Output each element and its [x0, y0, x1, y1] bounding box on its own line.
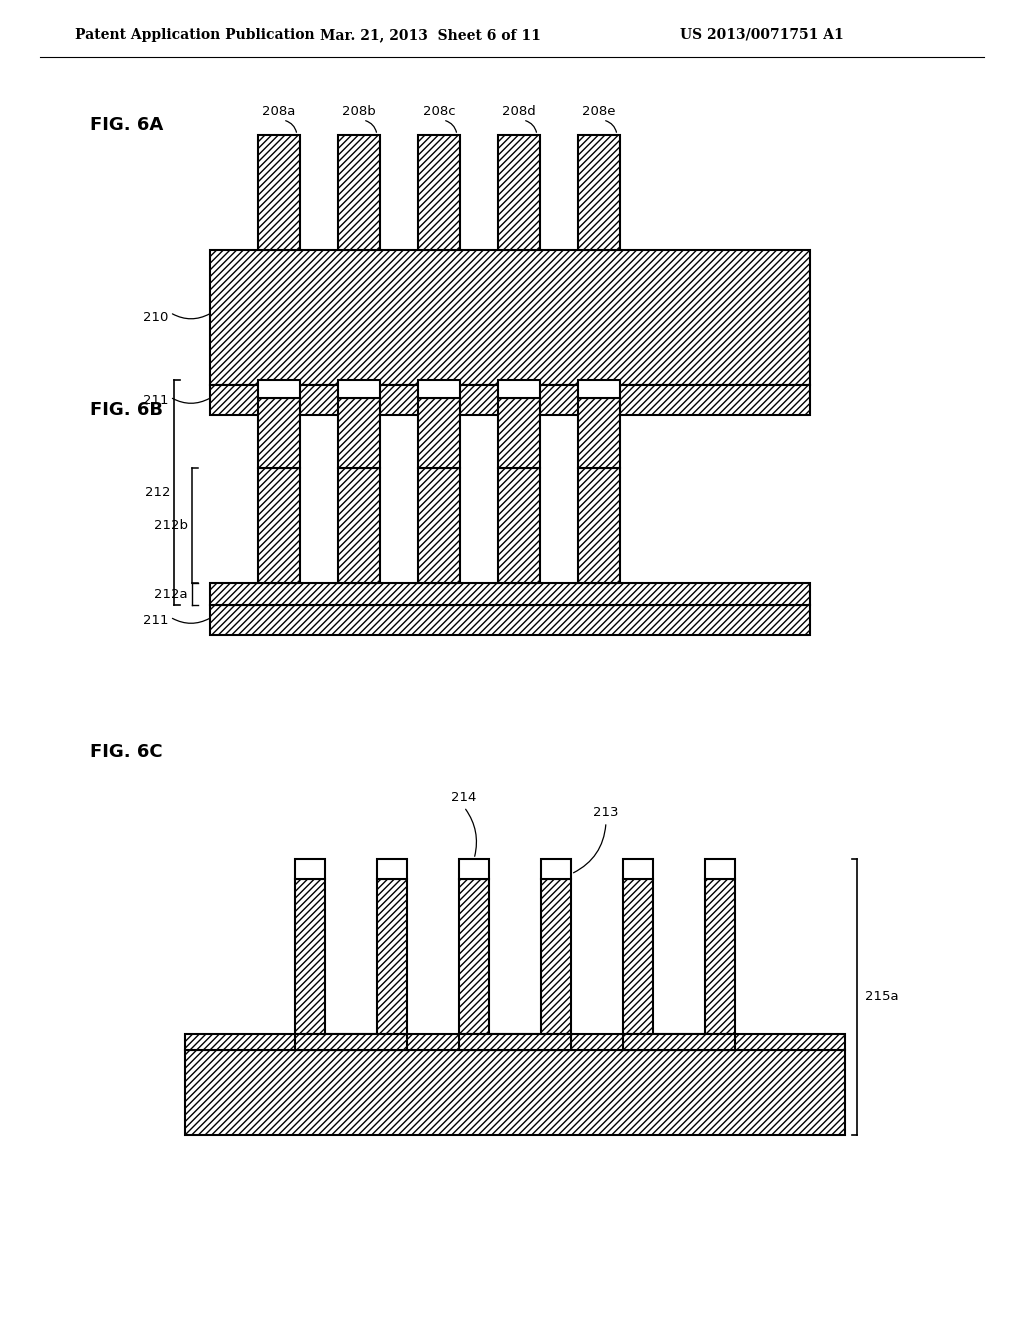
- Bar: [418, 380, 460, 399]
- Bar: [623, 1034, 735, 1049]
- Bar: [418, 135, 460, 249]
- Bar: [338, 399, 380, 469]
- Bar: [210, 385, 810, 414]
- Bar: [578, 399, 620, 469]
- Bar: [338, 469, 380, 583]
- Text: 211: 211: [142, 614, 168, 627]
- Bar: [705, 879, 735, 1034]
- Bar: [377, 879, 407, 1034]
- Bar: [418, 399, 460, 469]
- Bar: [705, 859, 735, 879]
- Text: 212a: 212a: [155, 587, 188, 601]
- Text: Patent Application Publication: Patent Application Publication: [75, 28, 314, 42]
- Bar: [258, 399, 300, 469]
- Bar: [498, 469, 540, 583]
- Text: 210: 210: [142, 312, 168, 323]
- Bar: [258, 380, 300, 399]
- Bar: [578, 469, 620, 583]
- Bar: [295, 879, 325, 1034]
- Text: FIG. 6B: FIG. 6B: [90, 401, 163, 418]
- Bar: [498, 135, 540, 249]
- Text: Mar. 21, 2013  Sheet 6 of 11: Mar. 21, 2013 Sheet 6 of 11: [319, 28, 541, 42]
- Text: 212: 212: [144, 486, 170, 499]
- Bar: [541, 859, 571, 879]
- Text: 208c: 208c: [423, 106, 456, 117]
- Text: 208d: 208d: [502, 106, 536, 117]
- Text: FIG. 6C: FIG. 6C: [90, 743, 163, 762]
- Text: FIG. 6A: FIG. 6A: [90, 116, 163, 135]
- Bar: [459, 879, 489, 1034]
- Bar: [377, 859, 407, 879]
- Text: 208e: 208e: [583, 106, 615, 117]
- Text: 211: 211: [142, 393, 168, 407]
- Text: 208b: 208b: [342, 106, 376, 117]
- Bar: [498, 380, 540, 399]
- Bar: [418, 469, 460, 583]
- Bar: [541, 879, 571, 1034]
- Bar: [295, 859, 325, 879]
- Text: 208a: 208a: [262, 106, 296, 117]
- Bar: [295, 1034, 407, 1049]
- Bar: [258, 469, 300, 583]
- Bar: [459, 1034, 571, 1049]
- Bar: [210, 583, 810, 605]
- Bar: [210, 249, 810, 385]
- Text: 212b: 212b: [154, 519, 188, 532]
- Text: 214: 214: [452, 791, 477, 804]
- Bar: [459, 859, 489, 879]
- Text: US 2013/0071751 A1: US 2013/0071751 A1: [680, 28, 844, 42]
- Bar: [185, 1034, 845, 1049]
- Bar: [623, 879, 653, 1034]
- Bar: [578, 380, 620, 399]
- Bar: [258, 135, 300, 249]
- Bar: [338, 135, 380, 249]
- Text: 215a: 215a: [865, 990, 899, 1003]
- Bar: [185, 1049, 845, 1135]
- Bar: [210, 605, 810, 635]
- Bar: [623, 859, 653, 879]
- Bar: [578, 135, 620, 249]
- Bar: [498, 399, 540, 469]
- Bar: [338, 380, 380, 399]
- Text: 213: 213: [593, 807, 618, 818]
